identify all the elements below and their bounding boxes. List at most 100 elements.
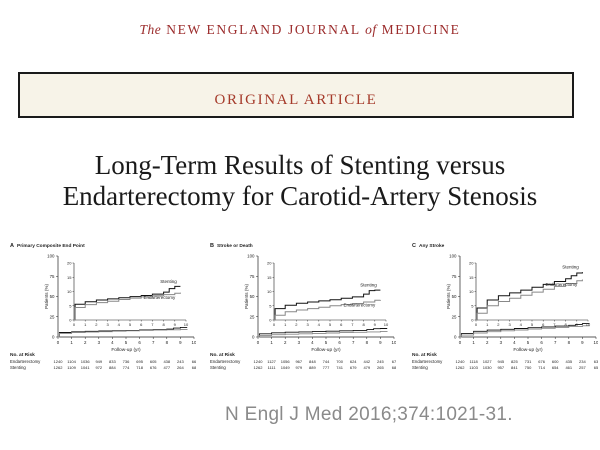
- at-risk-value: 700: [336, 359, 343, 364]
- at-risk-value: 1049: [281, 365, 291, 370]
- inset-x-tick-label: 3: [106, 322, 109, 327]
- series-line-main: [58, 328, 188, 338]
- x-tick-label: 5: [527, 340, 530, 345]
- x-tick-label: 6: [540, 340, 543, 345]
- at-risk-value: 435: [565, 359, 572, 364]
- at-risk-value: 264: [177, 365, 184, 370]
- at-risk-value: 1118: [469, 359, 478, 364]
- banner-underline: [20, 116, 572, 117]
- at-risk-value: 884: [109, 365, 116, 370]
- series-label-stenting: Stenting: [160, 279, 177, 284]
- at-risk-value: 442: [363, 359, 370, 364]
- x-tick-label: 4: [513, 340, 516, 345]
- series-label-endarterectomy: Endarterectomy: [343, 303, 376, 308]
- series-line-inset: [74, 292, 181, 321]
- at-risk-value: 972: [95, 365, 102, 370]
- inset-x-tick-label: 4: [318, 322, 321, 327]
- series-label-stenting: Stenting: [562, 265, 579, 270]
- x-tick-label: 3: [298, 340, 301, 345]
- panel-letter: A: [10, 243, 14, 249]
- at-risk-value: 731: [525, 359, 532, 364]
- at-risk-value: 945: [497, 359, 504, 364]
- at-risk-value: 889: [309, 365, 316, 370]
- inset-x-tick-label: 0: [73, 322, 76, 327]
- y-tick-label: 75: [452, 274, 457, 279]
- at-risk-value: 1240: [456, 359, 466, 364]
- inset-x-tick-label: 2: [95, 322, 98, 327]
- citation: N Engl J Med 2016;374:1021-31.: [225, 404, 513, 425]
- inset-x-tick-label: 4: [118, 322, 121, 327]
- at-risk-value: 833: [109, 359, 116, 364]
- inset-y-tick-label: 5: [69, 303, 72, 308]
- at-risk-value: 695: [136, 359, 143, 364]
- inset-x-tick-label: 5: [329, 322, 332, 327]
- at-risk-row-name: Endarterectomy: [10, 359, 41, 364]
- inset-y-tick-label: 10: [469, 289, 474, 294]
- y-tick-label: 75: [50, 274, 55, 279]
- x-tick-label: 2: [84, 340, 87, 345]
- panel-title: Any Stroke: [419, 243, 445, 249]
- at-risk-value: 1240: [54, 359, 64, 364]
- inset-x-tick-label: 2: [295, 322, 298, 327]
- x-tick-label: 2: [284, 340, 287, 345]
- x-tick-label: 10: [392, 340, 396, 345]
- at-risk-value: 245: [377, 359, 384, 364]
- inset-y-tick-label: 15: [267, 275, 272, 280]
- inset-x-tick-label: 1: [486, 322, 489, 327]
- at-risk-value: 600: [552, 359, 559, 364]
- y-tick-label: 100: [449, 254, 457, 259]
- at-risk-value: 1111: [268, 365, 277, 370]
- chart-panel-a: A Primary Composite End Point 0 25 50 75 100 0 1…: [8, 240, 196, 378]
- at-risk-value: 825: [511, 359, 518, 364]
- at-risk-value: 1030: [483, 365, 493, 370]
- inset-x-tick-label: 0: [475, 322, 478, 327]
- series-line-main: [258, 330, 388, 338]
- inset-y-tick-label: 15: [67, 275, 72, 280]
- inset-x-tick-label: 10: [384, 322, 389, 327]
- inset-y-tick-label: 20: [267, 261, 272, 266]
- x-tick-label: 1: [70, 340, 73, 345]
- y-tick-label: 25: [50, 314, 55, 319]
- at-risk-value: 979: [295, 365, 302, 370]
- x-tick-label: 5: [125, 340, 128, 345]
- inset-y-tick-label: 0: [69, 318, 72, 323]
- inset-x-tick-label: 6: [340, 322, 343, 327]
- at-risk-value: 957: [497, 365, 504, 370]
- at-risk-value: 1104: [67, 359, 76, 364]
- x-tick-label: 9: [379, 340, 382, 345]
- x-axis-label: Follow-up (yr): [111, 347, 141, 353]
- at-risk-value: 1127: [267, 359, 276, 364]
- y-tick-label: 50: [452, 294, 457, 299]
- y-tick-label: 0: [454, 335, 457, 340]
- at-risk-value: 63: [594, 359, 598, 364]
- at-risk-value: 624: [350, 359, 357, 364]
- at-risk-value: 676: [538, 359, 545, 364]
- x-tick-label: 0: [257, 340, 260, 345]
- at-risk-value: 841: [511, 365, 518, 370]
- x-tick-label: 3: [98, 340, 101, 345]
- y-tick-label: 50: [50, 294, 55, 299]
- at-risk-value: 479: [363, 365, 370, 370]
- inset-x-tick-label: 6: [140, 322, 143, 327]
- at-risk-value: 65: [594, 365, 598, 370]
- at-risk-value: 257: [579, 365, 586, 370]
- at-risk-heading: No. at Risk: [210, 352, 235, 358]
- at-risk-value: 1103: [469, 365, 478, 370]
- panel-letter: C: [412, 243, 416, 249]
- inset-x-tick-label: 5: [531, 322, 534, 327]
- x-tick-label: 5: [325, 340, 328, 345]
- x-tick-label: 1: [270, 340, 273, 345]
- panel-title: Stroke or Death: [217, 243, 253, 249]
- at-risk-row-name: Stenting: [210, 365, 226, 370]
- at-risk-value: 967: [295, 359, 302, 364]
- x-tick-label: 9: [581, 340, 584, 345]
- x-tick-label: 10: [192, 340, 196, 345]
- at-risk-value: 949: [95, 359, 102, 364]
- x-tick-label: 7: [152, 340, 155, 345]
- at-risk-value: 777: [323, 365, 330, 370]
- at-risk-value: 1036: [81, 359, 91, 364]
